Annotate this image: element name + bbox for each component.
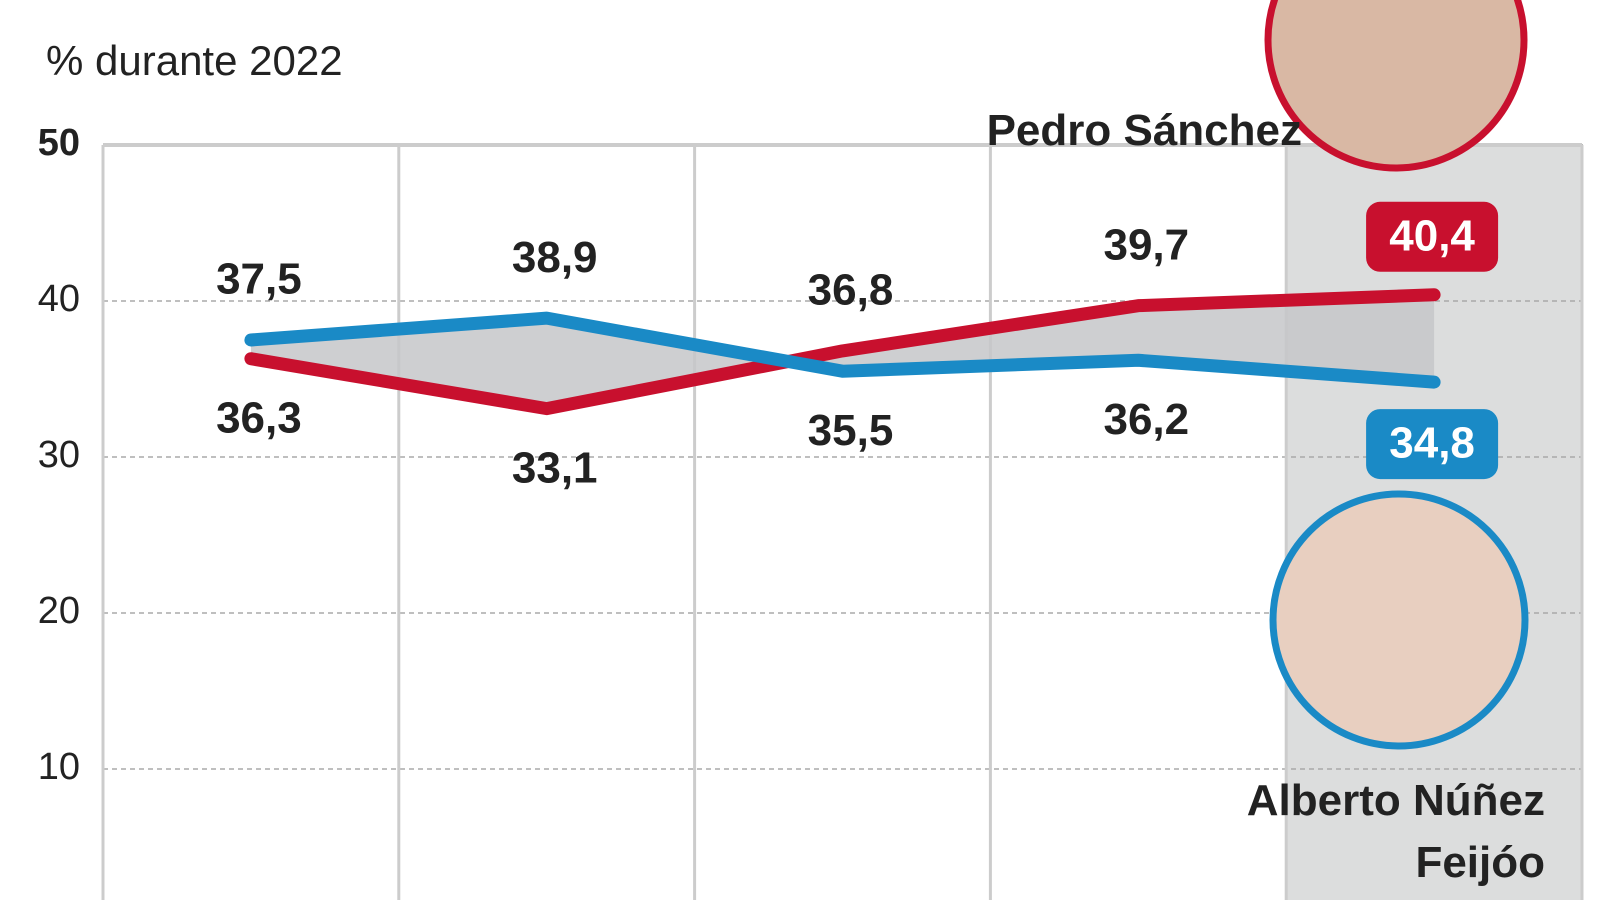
value-label: 40,4 (1389, 211, 1475, 260)
value-label: 37,5 (216, 255, 302, 304)
chart-subtitle: % durante 2022 (46, 37, 343, 84)
value-label: 36,2 (1103, 395, 1189, 444)
y-tick-label: 50 (38, 122, 80, 164)
value-label: 34,8 (1389, 419, 1475, 468)
value-label: 33,1 (512, 443, 598, 492)
y-tick-label: 30 (38, 434, 80, 476)
legend-label: Pedro Sánchez (986, 106, 1302, 155)
value-label: 38,9 (512, 233, 598, 282)
y-tick-label: 20 (38, 590, 80, 632)
value-label: 35,5 (808, 406, 894, 455)
y-tick-label: 40 (38, 278, 80, 320)
photo (1264, 0, 1528, 172)
value-label: 39,7 (1103, 220, 1189, 269)
legend-label: Alberto Núñez Feijóo (1246, 776, 1545, 887)
value-badge (1366, 409, 1499, 480)
value-label: 36,3 (216, 393, 302, 442)
y-tick-label: 10 (38, 746, 80, 788)
series-line (244, 288, 1441, 416)
value-label: 36,8 (808, 266, 894, 315)
series-line (244, 311, 1441, 389)
value-badge (1366, 201, 1499, 272)
photo (1269, 490, 1529, 750)
